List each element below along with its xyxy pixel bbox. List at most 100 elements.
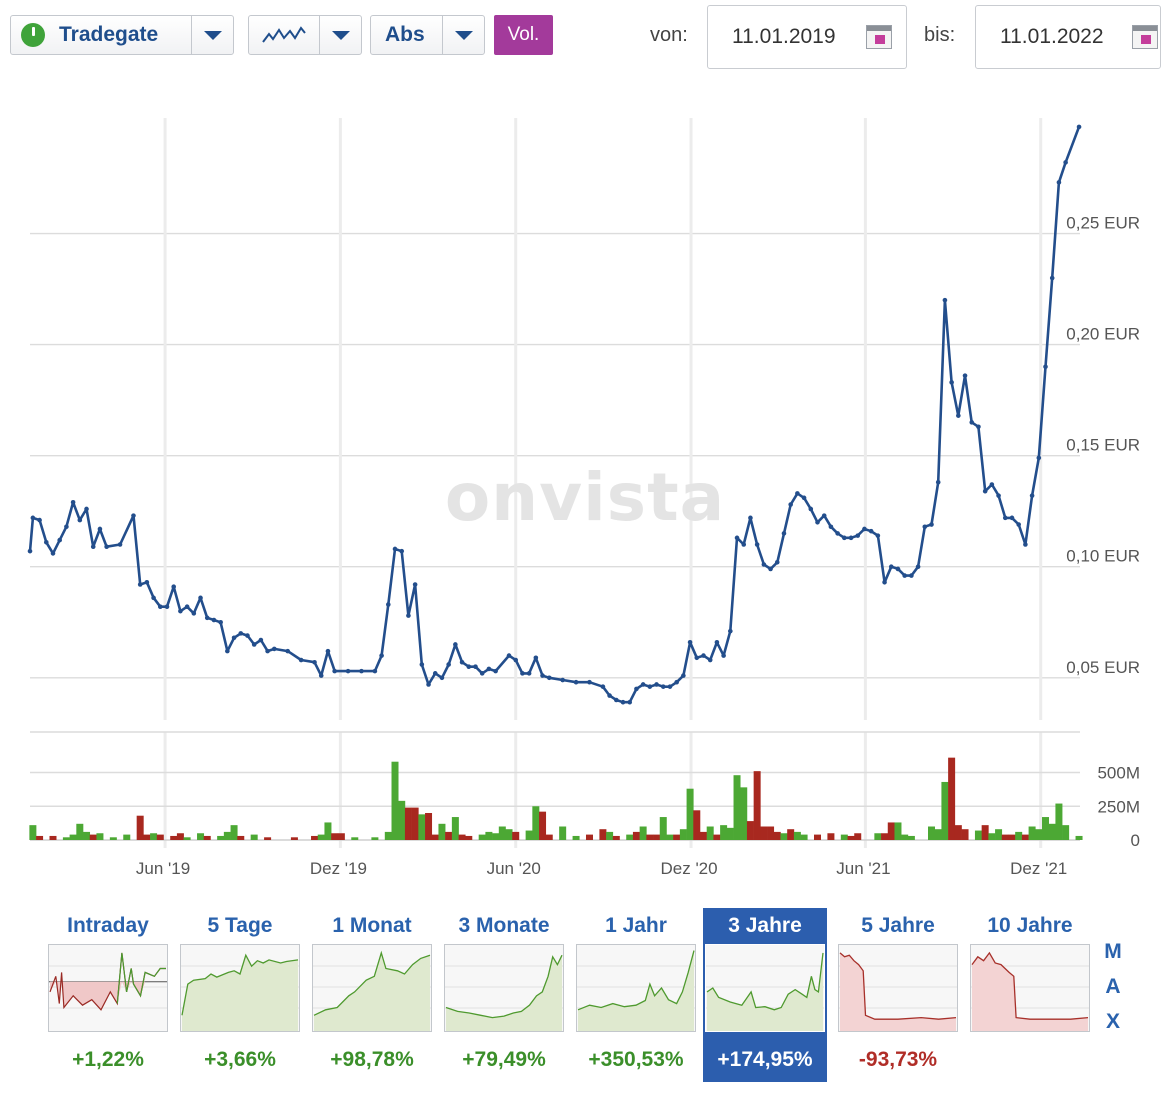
price-point	[560, 677, 565, 683]
price-point	[178, 608, 183, 614]
price-point	[258, 637, 264, 643]
period-tab-label: Intraday	[67, 914, 149, 937]
period-sparkline	[970, 944, 1090, 1032]
price-line	[28, 126, 1081, 704]
volume-tick-label: 500M	[1097, 764, 1140, 783]
volume-bar	[713, 834, 721, 840]
price-point	[734, 535, 740, 541]
volume-bar	[793, 831, 801, 840]
volume-toggle-button[interactable]: Vol.	[494, 15, 553, 55]
period-tab-3m[interactable]: 3 Monate +79,49%	[442, 908, 566, 1082]
chart-type-select[interactable]	[248, 15, 362, 55]
to-date-field[interactable]: 11.01.2022	[975, 5, 1161, 69]
period-tab-3y[interactable]: 3 Jahre +174,95%	[703, 908, 827, 1082]
price-point	[614, 697, 619, 703]
price-point	[332, 668, 337, 674]
from-date-field[interactable]: 11.01.2019	[707, 5, 907, 69]
exchange-select-value[interactable]: Tradegate	[11, 16, 191, 54]
chart-type-dropdown-button[interactable]	[319, 16, 361, 54]
price-point	[573, 679, 579, 685]
volume-bar	[465, 835, 473, 840]
price-point	[386, 602, 391, 607]
volume-bar	[411, 807, 419, 840]
price-point	[70, 500, 76, 505]
price-point	[486, 666, 492, 672]
volume-bar	[311, 835, 319, 840]
price-point	[976, 424, 981, 430]
price-point	[835, 531, 840, 536]
price-point	[97, 526, 103, 532]
period-tab-10y[interactable]: 10 Jahre	[968, 908, 1092, 1082]
price-point	[90, 544, 96, 550]
price-point	[50, 551, 56, 556]
calendar-icon[interactable]	[1132, 25, 1158, 49]
max-period-button[interactable]: M A X	[1100, 940, 1126, 1045]
price-point	[271, 646, 277, 652]
time-tick-label: Dez '21	[1010, 859, 1067, 878]
price-point	[251, 642, 257, 647]
chart-type-value[interactable]	[249, 16, 319, 54]
calendar-icon[interactable]	[866, 25, 892, 49]
period-tab-5y[interactable]: 5 Jahre -93,73%	[836, 908, 960, 1082]
volume-bar	[223, 831, 231, 840]
price-point	[714, 639, 720, 645]
volume-bar	[197, 833, 205, 840]
scale-select[interactable]: Abs	[370, 15, 485, 55]
volume-bar	[539, 811, 547, 840]
volume-bar	[89, 834, 97, 840]
price-point	[768, 566, 773, 572]
exchange-select[interactable]: Tradegate	[10, 15, 234, 55]
price-chart[interactable]: onvista 0,25 EUR 0,20 EUR 0,15 EUR 0,10 EUR…	[0, 100, 1164, 890]
period-tab-intraday[interactable]: Intraday +1,22%	[46, 908, 170, 1082]
volume-bar	[1075, 835, 1083, 840]
price-point	[164, 604, 170, 610]
price-point	[412, 582, 418, 587]
period-change-value: +174,95%	[717, 1048, 813, 1071]
price-point	[627, 699, 633, 705]
price-point	[956, 413, 961, 418]
sparkline-chart	[971, 951, 1089, 1031]
exchange-dropdown-button[interactable]	[191, 16, 233, 54]
volume-bar	[767, 826, 775, 840]
volume-bar	[109, 837, 117, 840]
volume-bar	[847, 835, 855, 840]
price-point	[104, 544, 109, 550]
price-point	[587, 679, 592, 685]
period-tab-1y[interactable]: 1 Jahr +350,53%	[574, 908, 698, 1082]
volume-bar	[331, 833, 339, 840]
scale-value[interactable]: Abs	[371, 16, 442, 54]
sparkline-chart	[181, 953, 299, 1031]
scale-dropdown-button[interactable]	[442, 16, 484, 54]
price-point	[285, 648, 291, 654]
volume-bar	[599, 829, 607, 840]
price-point	[392, 546, 398, 552]
period-change-value: +1,22%	[72, 1048, 144, 1071]
period-tab-1m[interactable]: 1 Monat +98,78%	[310, 908, 434, 1082]
volume-bar	[170, 835, 178, 840]
price-point	[540, 673, 545, 678]
period-sparkline	[180, 944, 300, 1032]
volume-bar	[1028, 826, 1036, 840]
volume-bar	[626, 834, 634, 840]
period-sparkline	[576, 944, 696, 1032]
volume-bar	[559, 826, 567, 840]
price-point	[325, 648, 331, 654]
to-label: bis:	[924, 24, 956, 46]
volume-bar	[733, 775, 741, 840]
volume-bar	[934, 829, 942, 840]
volume-bar	[572, 835, 580, 840]
volume-bar	[894, 822, 902, 840]
volume-bar	[445, 831, 453, 840]
price-point	[473, 664, 478, 669]
price-point	[318, 673, 324, 678]
price-point	[30, 515, 36, 521]
price-point	[225, 648, 230, 654]
time-axis: Jun '19 Dez '19 Jun '20 Dez '20 Jun '21 Dez '…	[136, 859, 1067, 878]
volume-bar	[1062, 825, 1070, 840]
price-tick-label: 0,15 EUR	[1066, 436, 1140, 455]
volume-bar	[941, 781, 949, 840]
power-icon	[21, 23, 45, 47]
volume-bar	[1021, 834, 1029, 840]
period-tab-5d[interactable]: 5 Tage +3,66%	[178, 908, 302, 1082]
volume-bar	[961, 829, 969, 840]
